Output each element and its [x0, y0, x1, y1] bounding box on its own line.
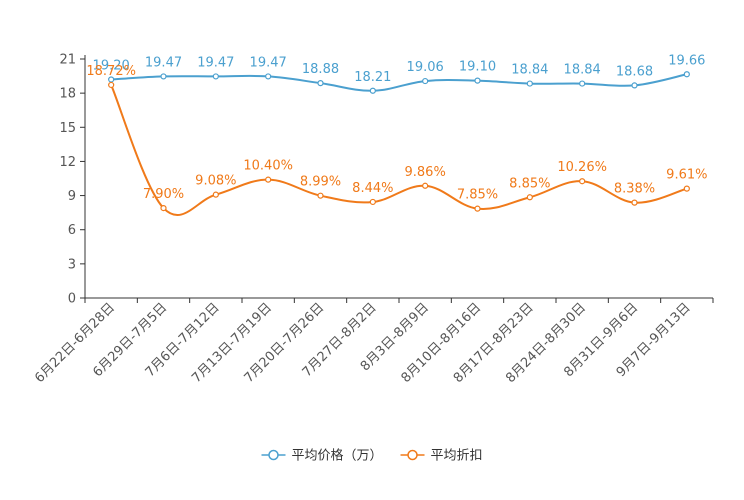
data-label: 8.38% [614, 182, 655, 197]
data-label: 19.66 [668, 53, 705, 68]
legend[interactable]: 平均价格（万） 平均折扣 [261, 448, 483, 464]
data-point[interactable] [265, 73, 272, 80]
data-point[interactable] [160, 73, 167, 80]
y-tick-label: 0 [68, 292, 76, 307]
data-point[interactable] [526, 80, 533, 87]
data-label: 19.10 [459, 60, 496, 75]
data-label: 18.21 [354, 70, 391, 85]
data-point[interactable] [422, 182, 429, 189]
data-label: 7.90% [143, 187, 184, 202]
data-point[interactable] [265, 176, 272, 183]
data-point[interactable] [422, 77, 429, 85]
data-point[interactable] [317, 192, 324, 199]
data-label: 18.84 [564, 63, 601, 78]
data-label: 19.47 [250, 55, 287, 70]
data-point[interactable] [317, 80, 324, 87]
series-line [110, 84, 688, 216]
data-point[interactable] [212, 191, 219, 198]
data-label: 8.99% [300, 175, 341, 190]
data-point[interactable] [526, 194, 533, 201]
data-label: 19.47 [197, 55, 234, 70]
data-label: 10.26% [557, 160, 607, 175]
data-label: 19.06 [407, 60, 444, 75]
data-label: 18.68 [616, 64, 653, 79]
legend-item-1[interactable]: 平均折扣 [400, 449, 483, 464]
legend-label: 平均折扣 [431, 449, 483, 464]
data-point[interactable] [683, 71, 690, 78]
data-label: 9.61% [666, 168, 707, 183]
series-layer: 19.20 19.47 19.47 19.47 18.88 18.21 19.06 19.10… [86, 53, 707, 216]
data-label: 8.44% [352, 181, 393, 196]
y-tick-label: 15 [59, 121, 76, 136]
legend-marker-icon [407, 449, 418, 461]
data-label: 7.85% [457, 188, 498, 203]
data-point[interactable] [212, 73, 219, 80]
data-point[interactable] [579, 80, 586, 87]
y-tick-label: 6 [68, 223, 76, 238]
series-line [111, 73, 688, 92]
y-axis: 0 3 6 9 12 15 18 21 [59, 53, 86, 307]
data-point[interactable] [369, 198, 376, 206]
y-tick-label: 12 [59, 155, 76, 170]
data-point[interactable] [108, 81, 115, 89]
data-label: 19.47 [145, 55, 182, 70]
data-label: 19.20 [93, 58, 130, 73]
data-label: 10.40% [243, 159, 293, 174]
data-point[interactable] [369, 87, 376, 94]
data-label: 18.88 [302, 62, 339, 77]
data-point[interactable] [474, 77, 481, 84]
data-point[interactable] [579, 178, 586, 185]
legend-label: 平均价格（万） [292, 448, 383, 464]
y-tick-label: 3 [68, 257, 76, 272]
data-label: 18.72% [86, 64, 136, 79]
x-axis: 6月22日-6月28日6月29日-7月5日7月6日-7月12日7月13日-7月1… [32, 297, 714, 386]
data-label: 9.08% [195, 174, 236, 189]
legend-marker-icon [268, 449, 279, 461]
legend-item-0[interactable]: 平均价格（万） [261, 448, 383, 464]
data-point[interactable] [683, 185, 690, 192]
data-point[interactable] [631, 82, 638, 89]
data-point[interactable] [474, 205, 481, 212]
series-1: 18.72% 7.90% 9.08% 10.40% 8.99% 8.44% 9.86% 7.8… [86, 64, 707, 216]
series-0: 19.20 19.47 19.47 19.47 18.88 18.21 19.06 19.10… [93, 53, 705, 94]
y-tick-label: 9 [68, 189, 76, 204]
data-point[interactable] [631, 199, 638, 206]
y-tick-label: 18 [59, 87, 76, 102]
data-label: 9.86% [405, 165, 446, 180]
y-tick-label: 21 [59, 53, 76, 68]
data-label: 8.85% [509, 176, 550, 191]
data-label: 18.84 [511, 63, 548, 78]
data-point[interactable] [160, 204, 167, 212]
